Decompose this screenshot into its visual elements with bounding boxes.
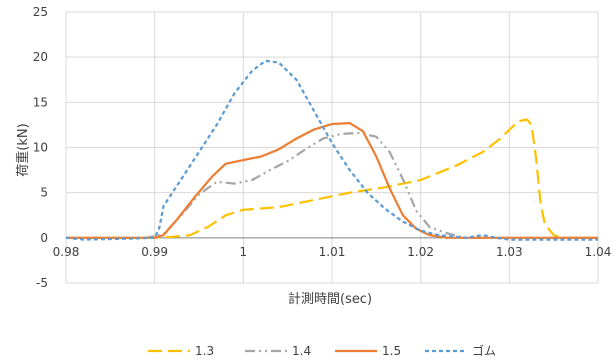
y-tick-label: 5 [40, 186, 48, 200]
x-tick-label: 0.98 [53, 245, 80, 259]
legend-label-1: 1.4 [292, 344, 311, 358]
y-tick-label: 20 [33, 50, 48, 64]
series-lines [65, 59, 598, 241]
legend-label-2: 1.5 [382, 344, 401, 358]
legend-label-3: ゴム [472, 343, 496, 358]
series-line-0 [66, 118, 598, 239]
x-tick-label: 1.02 [407, 245, 434, 259]
series-line-2 [66, 122, 598, 239]
y-axis-title: 荷重(kN) [15, 123, 31, 176]
x-tick-label: 1.01 [319, 245, 346, 259]
x-tick-label: 0.99 [141, 245, 168, 259]
x-tick-label: 1.04 [585, 245, 612, 259]
x-tick-label: 1 [240, 245, 248, 259]
y-tick-label: 25 [33, 5, 48, 19]
legend: 1.3 1.4 1.5 ゴム [148, 343, 496, 358]
legend-label-0: 1.3 [195, 344, 214, 358]
x-tick-label: 1.03 [496, 245, 523, 259]
x-tick-labels: 0.98 0.99 1 1.01 1.02 1.03 1.04 [53, 245, 612, 259]
y-tick-label: 10 [33, 141, 48, 155]
y-tick-labels: -5 0 5 10 15 20 25 [33, 5, 48, 290]
x-axis-title: 計測時間(sec) [288, 291, 372, 307]
y-tick-label: 15 [33, 95, 48, 109]
y-tick-label: 0 [40, 231, 48, 245]
grid-lines [65, 11, 599, 284]
y-tick-label: -5 [36, 276, 48, 290]
series-line-1 [66, 131, 598, 239]
series-line-3 [65, 59, 598, 241]
